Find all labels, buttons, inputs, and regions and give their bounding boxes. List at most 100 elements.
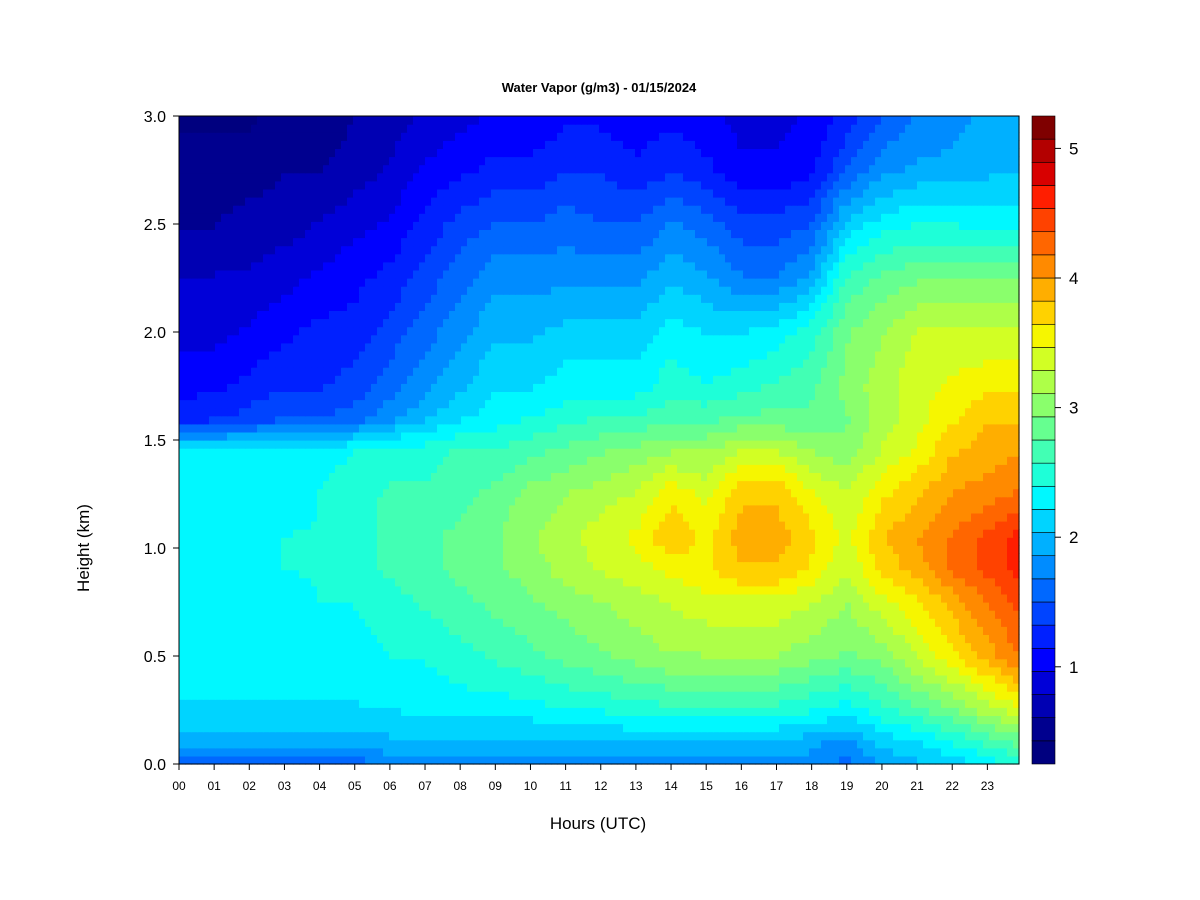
heatmap-cell [317, 666, 324, 676]
heatmap-cell [389, 683, 396, 692]
heatmap-cell [983, 577, 990, 587]
heatmap-cell [545, 747, 552, 757]
heatmap-cell [803, 610, 810, 619]
heatmap-cell [425, 715, 432, 725]
heatmap-cell [761, 642, 768, 652]
heatmap-cell [779, 545, 786, 554]
heatmap-cell [407, 545, 414, 554]
heatmap-cell [899, 521, 906, 530]
heatmap-cell [983, 521, 990, 530]
heatmap-cell [737, 723, 744, 733]
heatmap-cell [773, 577, 780, 587]
heatmap-cell [845, 634, 852, 644]
heatmap-cell [887, 747, 894, 757]
heatmap-cell [317, 642, 324, 652]
heatmap-cell [197, 683, 204, 692]
heatmap-cell [719, 553, 726, 563]
heatmap-cell [881, 529, 888, 538]
heatmap-cell [665, 569, 672, 579]
heatmap-cell [257, 537, 264, 546]
heatmap-cell [593, 626, 600, 635]
heatmap-cell [839, 691, 846, 700]
heatmap-cell [221, 610, 228, 619]
heatmap-cell [659, 650, 666, 660]
heatmap-cell [923, 488, 930, 498]
heatmap-cell [995, 707, 1002, 716]
heatmap-cell [359, 691, 366, 700]
heatmap-cell [965, 731, 972, 741]
heatmap-cell [719, 634, 726, 644]
heatmap-cell [569, 755, 576, 765]
heatmap-cell [545, 577, 552, 587]
heatmap-cell [287, 715, 294, 725]
heatmap-cell [287, 488, 294, 498]
heatmap-cell [323, 602, 330, 611]
heatmap-cell [623, 488, 630, 498]
heatmap-cell [317, 585, 324, 595]
heatmap-cell [959, 739, 966, 749]
heatmap-cell [689, 602, 696, 611]
heatmap-cell [797, 561, 804, 571]
heatmap-cell [773, 618, 780, 627]
heatmap-cell [833, 642, 840, 652]
heatmap-cell [623, 723, 630, 733]
heatmap-cell [827, 691, 834, 700]
heatmap-cell [215, 650, 222, 660]
heatmap-cell [767, 666, 774, 676]
heatmap-cell [389, 642, 396, 652]
heatmap-cell [197, 642, 204, 652]
heatmap-cell [791, 658, 798, 668]
heatmap-cell [761, 618, 768, 627]
heatmap-cell [347, 650, 354, 660]
heatmap-cell [407, 504, 414, 514]
heatmap-cell [449, 521, 456, 530]
heatmap-cell [275, 561, 282, 571]
heatmap-cell [923, 561, 930, 571]
heatmap-cell [299, 658, 306, 668]
heatmap-cell [641, 577, 648, 587]
heatmap-cell [245, 723, 252, 733]
heatmap-cell [917, 569, 924, 579]
heatmap-cell [863, 569, 870, 579]
heatmap-cell [923, 691, 930, 700]
heatmap-cell [329, 731, 336, 741]
heatmap-cell [1007, 674, 1014, 684]
heatmap-cell [635, 683, 642, 692]
heatmap-cell [713, 577, 720, 587]
heatmap-cell [731, 472, 738, 482]
heatmap-cell [569, 553, 576, 563]
heatmap-cell [467, 602, 474, 611]
heatmap-cell [401, 512, 408, 522]
heatmap-cell [695, 691, 702, 700]
heatmap-cell [869, 593, 876, 603]
heatmap-cell [989, 602, 996, 611]
heatmap-cell [731, 755, 738, 765]
heatmap-cell [425, 512, 432, 522]
heatmap-cell [575, 747, 582, 757]
heatmap-cell [383, 666, 390, 676]
heatmap-cell [677, 634, 684, 644]
heatmap-cell [365, 731, 372, 741]
heatmap-cell [797, 683, 804, 692]
heatmap-cell [455, 472, 462, 482]
heatmap-cell [857, 488, 864, 498]
heatmap-cell [719, 593, 726, 603]
heatmap-cell [647, 683, 654, 692]
heatmap-cell [503, 699, 510, 708]
heatmap-cell [377, 626, 384, 635]
heatmap-cell [887, 480, 894, 490]
heatmap-cell [935, 618, 942, 627]
heatmap-cell [455, 739, 462, 749]
heatmap-cell [455, 593, 462, 603]
heatmap-cell [695, 585, 702, 595]
heatmap-cell [395, 658, 402, 668]
heatmap-cell [269, 707, 276, 716]
heatmap-cell [1013, 715, 1020, 725]
heatmap-cell [719, 650, 726, 660]
heatmap-cell [875, 480, 882, 490]
heatmap-cell [185, 755, 192, 765]
heatmap-cell [353, 658, 360, 668]
heatmap-cell [623, 674, 630, 684]
heatmap-cell [761, 707, 768, 716]
heatmap-cell [947, 747, 954, 757]
